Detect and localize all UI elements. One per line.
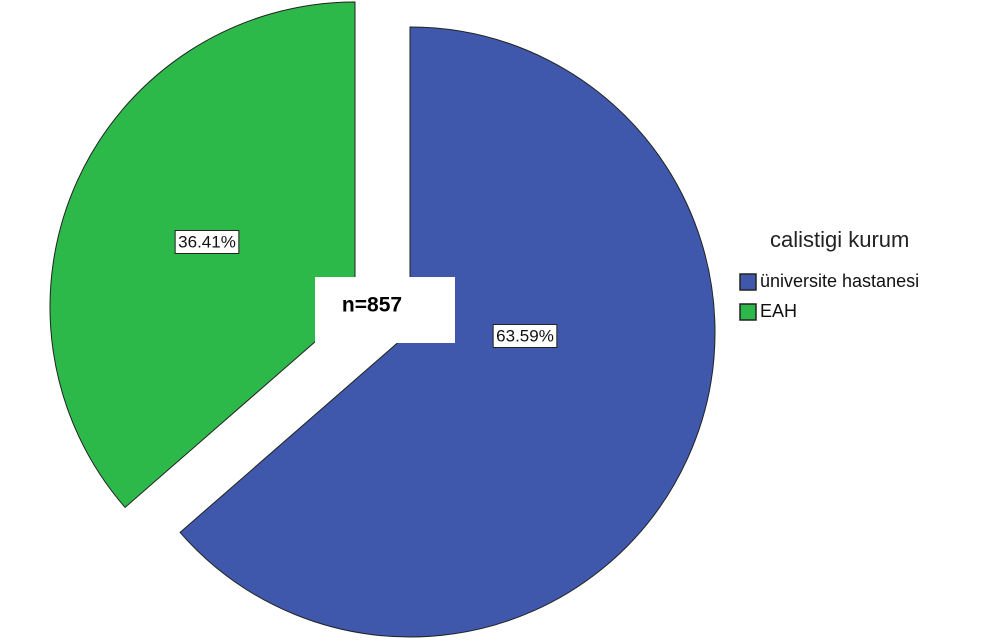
data-label-box: [492, 323, 558, 348]
annotation-box: [315, 277, 455, 343]
data-label: 36.41%: [178, 232, 236, 251]
legend-label: EAH: [760, 301, 797, 321]
legend-swatch: [739, 273, 757, 291]
legend: üniversite hastanesi EAH: [739, 271, 919, 321]
data-label-box: [174, 229, 240, 254]
legend-title: calistigi kurum: [770, 227, 909, 252]
annotation: n=857: [342, 294, 402, 317]
legend-swatch: [739, 303, 757, 321]
data-label: 63.59%: [496, 326, 554, 345]
pie-slice: [49, 1, 356, 509]
legend-label: üniversite hastanesi: [760, 271, 919, 291]
